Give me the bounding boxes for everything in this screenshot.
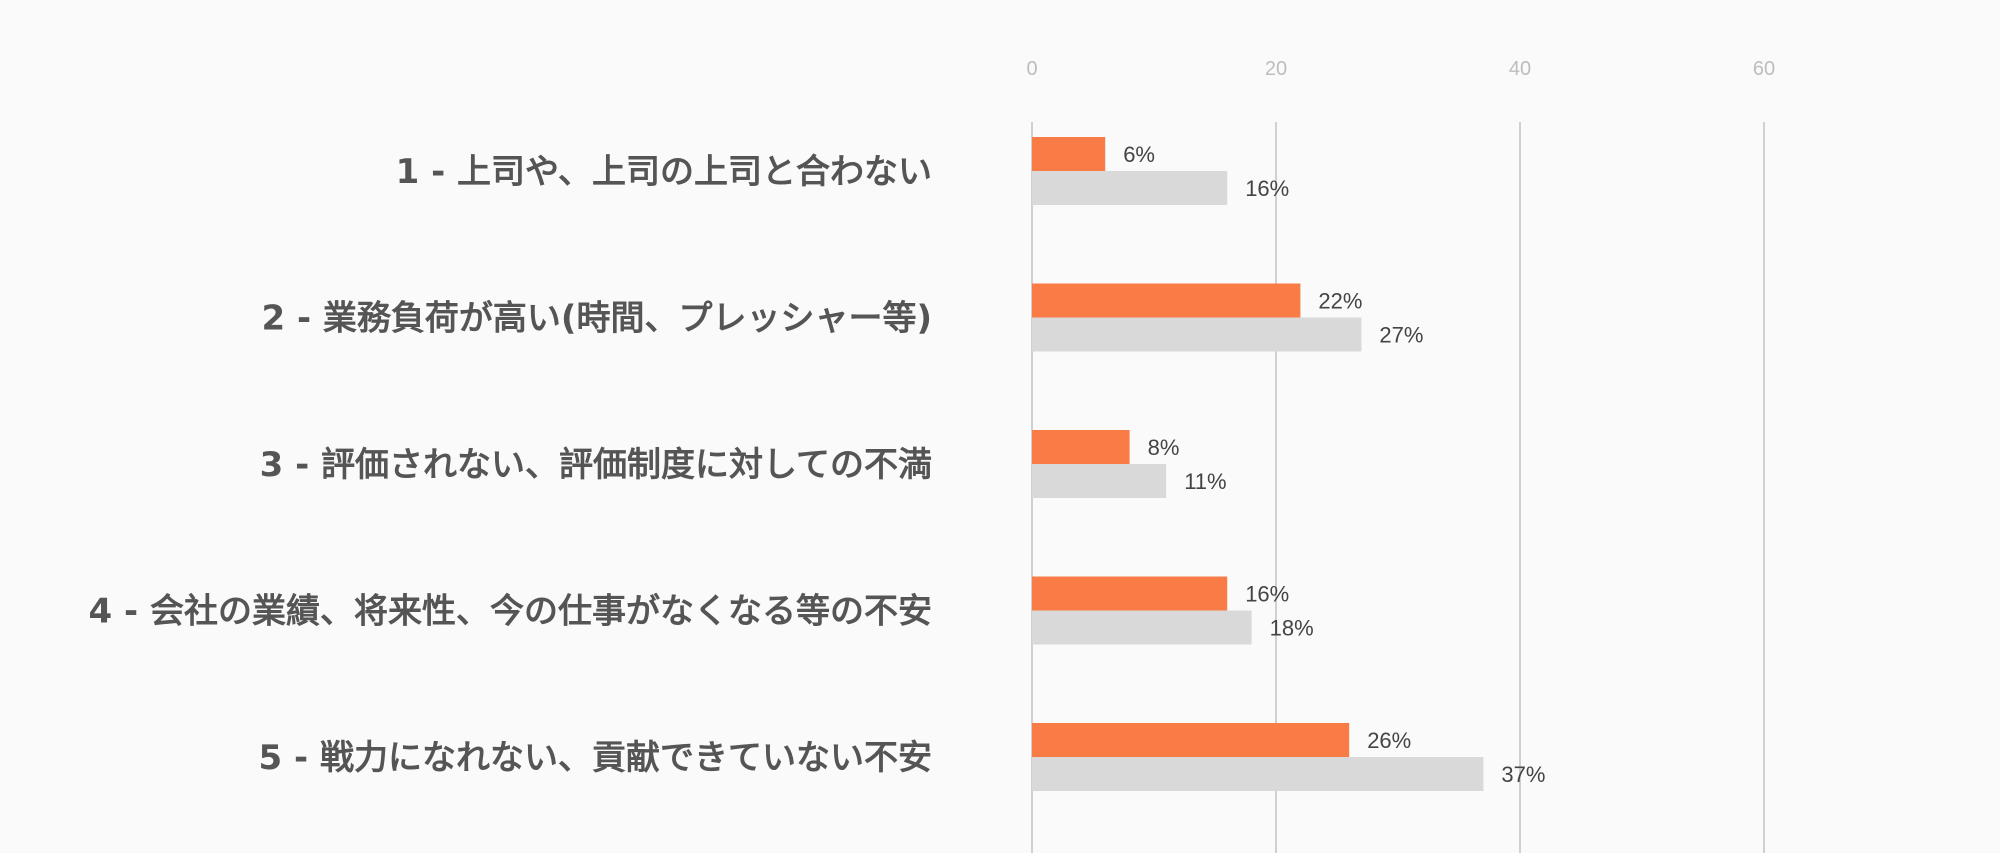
bar bbox=[1032, 757, 1484, 791]
category-label: 4 - 会社の業績、将来性、今の仕事がなくなる等の不安 bbox=[89, 592, 932, 632]
data-label: 8% bbox=[1148, 435, 1180, 460]
bar bbox=[1032, 137, 1106, 171]
bar bbox=[1032, 610, 1252, 645]
bar bbox=[1032, 430, 1130, 464]
bar bbox=[1032, 283, 1301, 318]
data-label: 27% bbox=[1379, 323, 1423, 348]
category-label: 3 - 評価されない、評価制度に対しての不満 bbox=[260, 445, 932, 485]
data-label: 16% bbox=[1245, 582, 1289, 607]
x-tick-label: 40 bbox=[1509, 58, 1531, 80]
data-label: 16% bbox=[1245, 176, 1289, 201]
data-label: 22% bbox=[1318, 289, 1362, 314]
bar bbox=[1032, 464, 1167, 498]
bar bbox=[1032, 576, 1228, 611]
category-label: 5 - 戦力になれない、貢献できていない不安 bbox=[259, 738, 932, 778]
bar bbox=[1032, 171, 1228, 205]
category-label: 2 - 業務負荷が高い(時間、プレッシャー等) bbox=[261, 299, 932, 339]
x-tick-label: 60 bbox=[1753, 58, 1775, 80]
data-label: 11% bbox=[1184, 469, 1226, 494]
data-label: 6% bbox=[1123, 142, 1155, 167]
data-label: 26% bbox=[1367, 728, 1411, 753]
x-tick-label: 0 bbox=[1026, 58, 1037, 80]
bar bbox=[1032, 723, 1350, 757]
x-tick-label: 20 bbox=[1265, 58, 1287, 80]
data-label: 18% bbox=[1270, 616, 1314, 641]
bar bbox=[1032, 317, 1362, 352]
data-label: 37% bbox=[1501, 762, 1545, 787]
category-label: 1 - 上司や、上司の上司と合わない bbox=[396, 152, 932, 192]
